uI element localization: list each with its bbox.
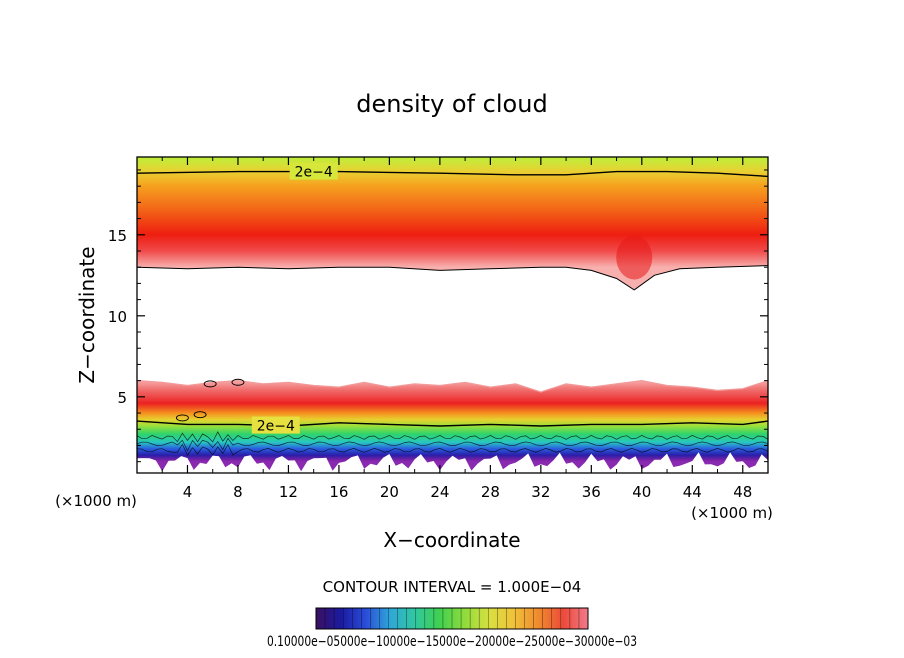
x-tick-label: 24 bbox=[430, 483, 449, 501]
y-axis-label: Z−coordinate bbox=[75, 246, 99, 383]
x-tick-label: 36 bbox=[582, 483, 601, 501]
x-unit-right: (×1000 m) bbox=[691, 504, 773, 522]
x-tick-label: 8 bbox=[233, 483, 243, 501]
chart-title: density of cloud bbox=[356, 90, 547, 118]
colorbar bbox=[315, 607, 589, 630]
plot-frame bbox=[136, 156, 769, 474]
contour-label: 2e−4 bbox=[257, 419, 295, 435]
x-tick-label: 20 bbox=[380, 483, 399, 501]
contour-label-bg bbox=[251, 416, 300, 434]
contour-lines: 2e−4 2e−4 bbox=[137, 162, 768, 457]
x-tick-label: 4 bbox=[183, 483, 193, 501]
y-tick-label: 15 bbox=[108, 227, 127, 245]
y-tick-label: 5 bbox=[117, 389, 127, 407]
colorbar-labels: 0.10000e−05000e−10000e−15000e−20000e−250… bbox=[267, 634, 637, 650]
x-tick-label: 16 bbox=[329, 483, 348, 501]
x-axis-label: X−coordinate bbox=[383, 528, 520, 552]
contour-label-bg bbox=[289, 162, 338, 180]
minor-contour bbox=[137, 437, 768, 452]
upper-layer-dip bbox=[616, 235, 653, 280]
upper-cloud-layer bbox=[137, 157, 768, 290]
lower-layer-edge bbox=[137, 379, 768, 393]
contour-blob bbox=[193, 411, 207, 419]
contour-blob bbox=[175, 414, 189, 422]
contour-line bbox=[137, 420, 768, 427]
x-unit-left: (×1000 m) bbox=[55, 492, 137, 510]
minor-contour bbox=[137, 443, 768, 457]
x-tick-label: 40 bbox=[632, 483, 651, 501]
contour-line bbox=[137, 170, 768, 178]
colorbar-ticks bbox=[324, 608, 580, 629]
contour-interval: CONTOUR INTERVAL = 1.000E−04 bbox=[323, 578, 582, 596]
upper-layer-edge bbox=[137, 265, 768, 291]
x-tick-label: 44 bbox=[683, 483, 702, 501]
x-tick-label: 48 bbox=[733, 483, 752, 501]
contour-blob bbox=[203, 380, 217, 388]
contour-blob bbox=[231, 378, 245, 386]
y-tick-label: 10 bbox=[108, 308, 127, 326]
contour-label: 2e−4 bbox=[295, 165, 333, 181]
x-tick-label: 32 bbox=[531, 483, 550, 501]
x-tick-label: 28 bbox=[481, 483, 500, 501]
minor-contour bbox=[137, 431, 768, 443]
x-tick-label: 12 bbox=[279, 483, 298, 501]
